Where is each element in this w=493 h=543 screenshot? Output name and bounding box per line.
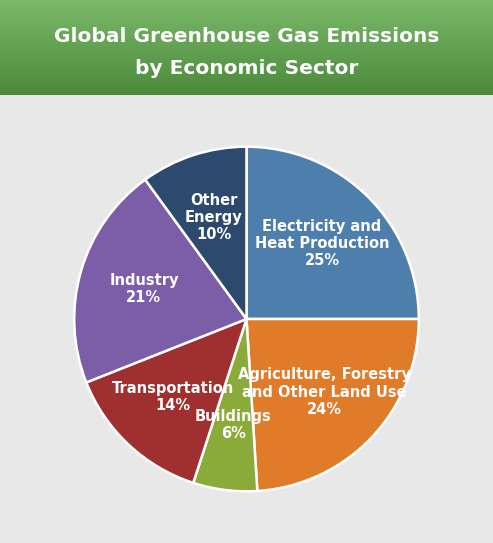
Bar [0, 82, 493, 83]
Bar [0, 34, 493, 36]
Bar [0, 31, 493, 32]
Wedge shape [74, 180, 246, 382]
Bar [0, 75, 493, 76]
Bar [0, 23, 493, 24]
Bar [0, 1, 493, 2]
Bar [0, 15, 493, 17]
Bar [0, 19, 493, 20]
Bar [0, 91, 493, 93]
Wedge shape [86, 319, 246, 483]
Bar [0, 36, 493, 37]
Text: Transportation
14%: Transportation 14% [112, 381, 235, 413]
Bar [0, 67, 493, 68]
Bar [0, 11, 493, 12]
Bar [0, 84, 493, 86]
Bar [0, 5, 493, 6]
Bar [0, 87, 493, 88]
Bar [0, 80, 493, 81]
Bar [0, 77, 493, 78]
Bar [0, 37, 493, 38]
Bar [0, 26, 493, 27]
Wedge shape [193, 319, 257, 491]
Bar [0, 42, 493, 43]
Text: Buildings
6%: Buildings 6% [195, 409, 272, 441]
Bar [0, 20, 493, 21]
Bar [0, 44, 493, 45]
Wedge shape [145, 147, 246, 319]
Bar [0, 71, 493, 72]
Bar [0, 93, 493, 94]
Bar [0, 52, 493, 53]
Text: by Economic Sector: by Economic Sector [135, 59, 358, 78]
Bar [0, 81, 493, 82]
Bar [0, 72, 493, 74]
Bar [0, 2, 493, 4]
Bar [0, 45, 493, 46]
Wedge shape [246, 147, 419, 319]
Bar [0, 30, 493, 31]
Bar [0, 69, 493, 70]
Bar [0, 18, 493, 19]
Bar [0, 76, 493, 77]
Bar [0, 40, 493, 42]
Bar [0, 4, 493, 5]
Bar [0, 27, 493, 29]
Bar [0, 8, 493, 10]
Bar [0, 62, 493, 63]
Bar [0, 65, 493, 67]
Bar [0, 63, 493, 64]
Bar [0, 46, 493, 48]
Bar [0, 57, 493, 58]
Bar [0, 64, 493, 65]
Bar [0, 56, 493, 57]
Bar [0, 29, 493, 30]
Bar [0, 74, 493, 75]
Bar [0, 0, 493, 1]
Bar [0, 17, 493, 18]
Bar [0, 38, 493, 39]
Text: Agriculture, Forestry
and Other Land Use
24%: Agriculture, Forestry and Other Land Use… [238, 367, 411, 417]
Bar [0, 51, 493, 52]
Bar [0, 49, 493, 50]
Bar [0, 12, 493, 13]
Bar [0, 61, 493, 62]
Bar [0, 14, 493, 15]
Text: Industry
21%: Industry 21% [109, 273, 178, 305]
Bar [0, 70, 493, 71]
Text: Electricity and
Heat Production
25%: Electricity and Heat Production 25% [255, 219, 389, 268]
Bar [0, 83, 493, 84]
Bar [0, 47, 493, 49]
Text: Other
Energy
10%: Other Energy 10% [184, 193, 243, 242]
Text: Global Greenhouse Gas Emissions: Global Greenhouse Gas Emissions [54, 27, 439, 46]
Bar [0, 43, 493, 44]
Bar [0, 86, 493, 87]
Bar [0, 88, 493, 89]
Bar [0, 24, 493, 25]
Bar [0, 59, 493, 61]
Wedge shape [246, 319, 419, 491]
Bar [0, 21, 493, 23]
Bar [0, 7, 493, 8]
Bar [0, 68, 493, 69]
Bar [0, 25, 493, 26]
Bar [0, 90, 493, 91]
Bar [0, 6, 493, 7]
Bar [0, 33, 493, 34]
Bar [0, 53, 493, 55]
Bar [0, 13, 493, 14]
Bar [0, 10, 493, 11]
Bar [0, 39, 493, 40]
Bar [0, 89, 493, 90]
Bar [0, 55, 493, 56]
Bar [0, 32, 493, 33]
Bar [0, 50, 493, 51]
Bar [0, 78, 493, 80]
Bar [0, 94, 493, 95]
Bar [0, 58, 493, 59]
